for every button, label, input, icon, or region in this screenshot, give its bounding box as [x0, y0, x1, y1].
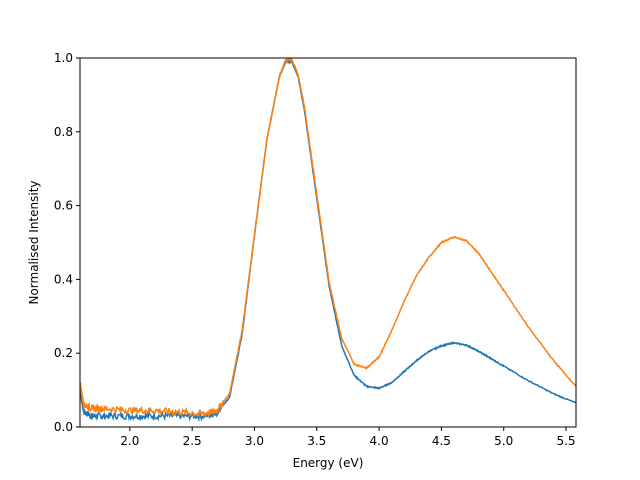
x-tick-label: 3.0 [245, 434, 264, 448]
x-tick-label: 2.0 [120, 434, 139, 448]
x-tick-label: 4.0 [370, 434, 389, 448]
y-axis-label: Normalised Intensity [27, 180, 41, 304]
x-axis: 2.0 2.5 3.0 3.5 4.0 4.5 5.0 5.5 [120, 427, 576, 448]
plot-frame [79, 57, 577, 428]
y-tick-label: 0.6 [54, 199, 73, 213]
y-tick-label: 0.4 [54, 272, 73, 286]
y-axis: 0.0 0.2 0.4 0.6 0.8 1.0 [54, 51, 80, 434]
y-tick-label: 0.8 [54, 125, 73, 139]
x-tick-label: 2.5 [183, 434, 202, 448]
series-group [80, 58, 576, 422]
x-tick-label: 3.5 [307, 434, 326, 448]
y-tick-label: 1.0 [54, 51, 73, 65]
y-tick-label: 0.0 [54, 420, 73, 434]
x-tick-label: 5.5 [556, 434, 575, 448]
series-line-2 [80, 58, 576, 418]
x-tick-label: 5.0 [494, 434, 513, 448]
series-line-1 [80, 58, 576, 422]
x-tick-label: 4.5 [432, 434, 451, 448]
y-tick-label: 0.2 [54, 346, 73, 360]
x-axis-label: Energy (eV) [293, 456, 364, 470]
